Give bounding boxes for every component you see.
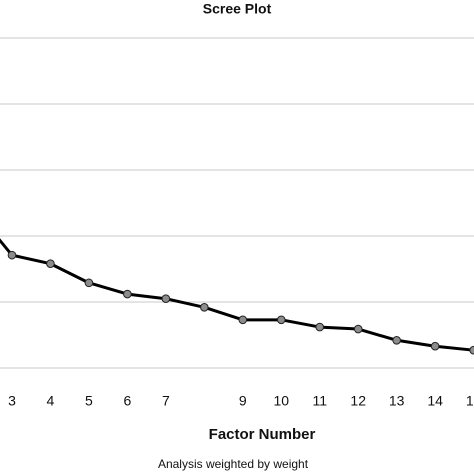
point bbox=[430, 341, 440, 351]
x-tick-label: 5 bbox=[85, 393, 93, 409]
x-tick-label: 12 bbox=[350, 393, 366, 409]
point bbox=[161, 294, 171, 304]
point bbox=[123, 289, 132, 299]
x-tick-label: 3 bbox=[8, 393, 16, 409]
x-tick-label: 13 bbox=[389, 393, 405, 409]
point bbox=[315, 322, 325, 332]
x-tick-label: 7 bbox=[162, 393, 170, 409]
series-line bbox=[0, 238, 474, 352]
x-tick-label: 11 bbox=[312, 393, 327, 409]
x-tick-label: 15 bbox=[466, 393, 474, 409]
point bbox=[200, 302, 209, 312]
chart-title: Scree Plot bbox=[203, 1, 272, 17]
x-axis-label: Factor Number bbox=[209, 426, 316, 443]
point bbox=[46, 259, 55, 269]
point bbox=[238, 315, 248, 325]
x-tick-label: 4 bbox=[47, 393, 55, 409]
point bbox=[7, 250, 17, 260]
x-tick-label: 6 bbox=[123, 393, 131, 409]
point bbox=[469, 345, 474, 355]
point bbox=[353, 324, 363, 334]
x-tick-label: 10 bbox=[273, 393, 289, 409]
point bbox=[276, 315, 286, 325]
footnote: Analysis weighted by weight bbox=[158, 457, 309, 471]
point bbox=[84, 278, 94, 288]
x-tick-label: 14 bbox=[427, 393, 443, 409]
point bbox=[392, 335, 401, 345]
x-tick-label: 9 bbox=[239, 393, 247, 409]
